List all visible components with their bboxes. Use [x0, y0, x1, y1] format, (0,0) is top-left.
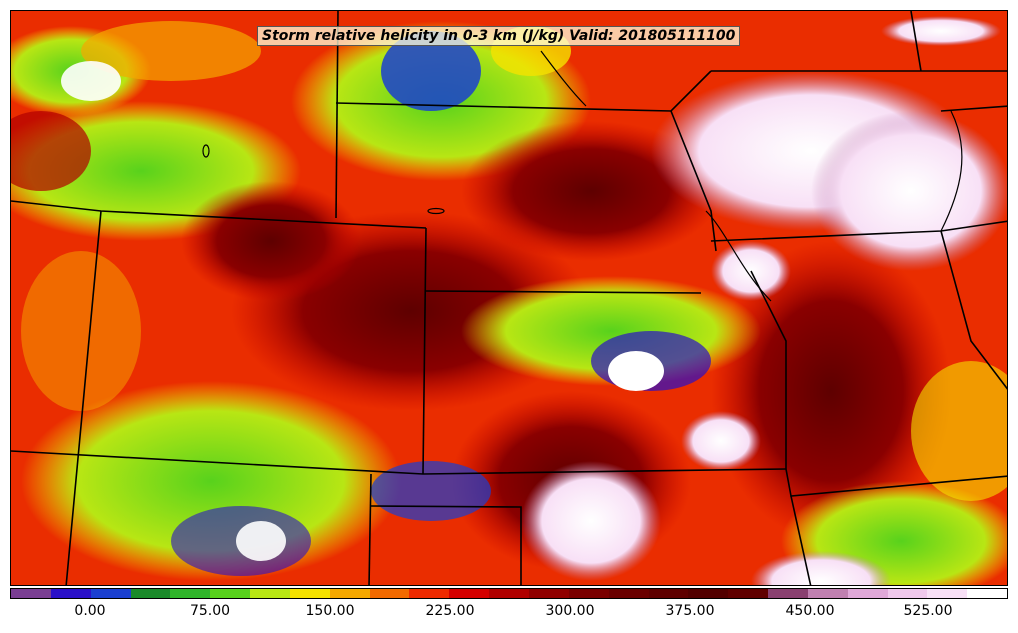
colorbar-tick-label: 225.00 — [425, 603, 475, 619]
colorbar-tick-label: 300.00 — [545, 603, 595, 619]
colorbar-segment — [728, 589, 769, 598]
colorbar-segment — [768, 589, 808, 598]
colorbar-ticks: 0.00 75.00 150.00 225.00 300.00 375.00 450.00 5… — [10, 603, 1008, 623]
river-lines — [202, 50, 963, 302]
colorbar-segment — [489, 589, 529, 598]
colorbar-segment — [608, 589, 649, 598]
colorbar-segment — [369, 589, 410, 598]
colorbar-segment — [11, 589, 51, 598]
colorbar-segment — [170, 589, 211, 598]
colorbar-segment — [648, 589, 689, 598]
colorbar-tick-label: 525.00 — [903, 603, 953, 619]
colorbar-segment — [90, 589, 131, 598]
colorbar-segment — [807, 589, 848, 598]
colorbar-segment — [967, 589, 1008, 598]
map-title: Storm relative helicity in 0-3 km (J/kg)… — [257, 26, 741, 46]
colorbar-segment — [50, 589, 91, 598]
colorbar — [10, 588, 1008, 599]
colorbar-segment — [887, 589, 928, 598]
colorbar-segment — [289, 589, 330, 598]
colorbar-segment — [329, 589, 370, 598]
helicity-map: Storm relative helicity in 0-3 km (J/kg)… — [10, 10, 1008, 586]
colorbar-tick-label: 375.00 — [665, 603, 715, 619]
colorbar-segment — [250, 589, 290, 598]
field-high-south — [521, 461, 661, 581]
map-canvas — [11, 11, 1007, 585]
colorbar-segment — [449, 589, 490, 598]
colorbar-segment — [927, 589, 968, 598]
colorbar-segment — [210, 589, 251, 598]
colorbar-segment — [688, 589, 729, 598]
state-boundaries — [11, 11, 1007, 585]
colorbar-segment — [409, 589, 450, 598]
colorbar-segment — [568, 589, 609, 598]
colorbar-tick-label: 75.00 — [189, 603, 231, 619]
colorbar-tick-label: 450.00 — [785, 603, 835, 619]
colorbar-segment — [130, 589, 171, 598]
colorbar-tick-label: 150.00 — [305, 603, 355, 619]
colorbar-segment — [528, 589, 569, 598]
colorbar-segment — [847, 589, 888, 598]
colorbar-tick-label: 0.00 — [74, 603, 106, 619]
